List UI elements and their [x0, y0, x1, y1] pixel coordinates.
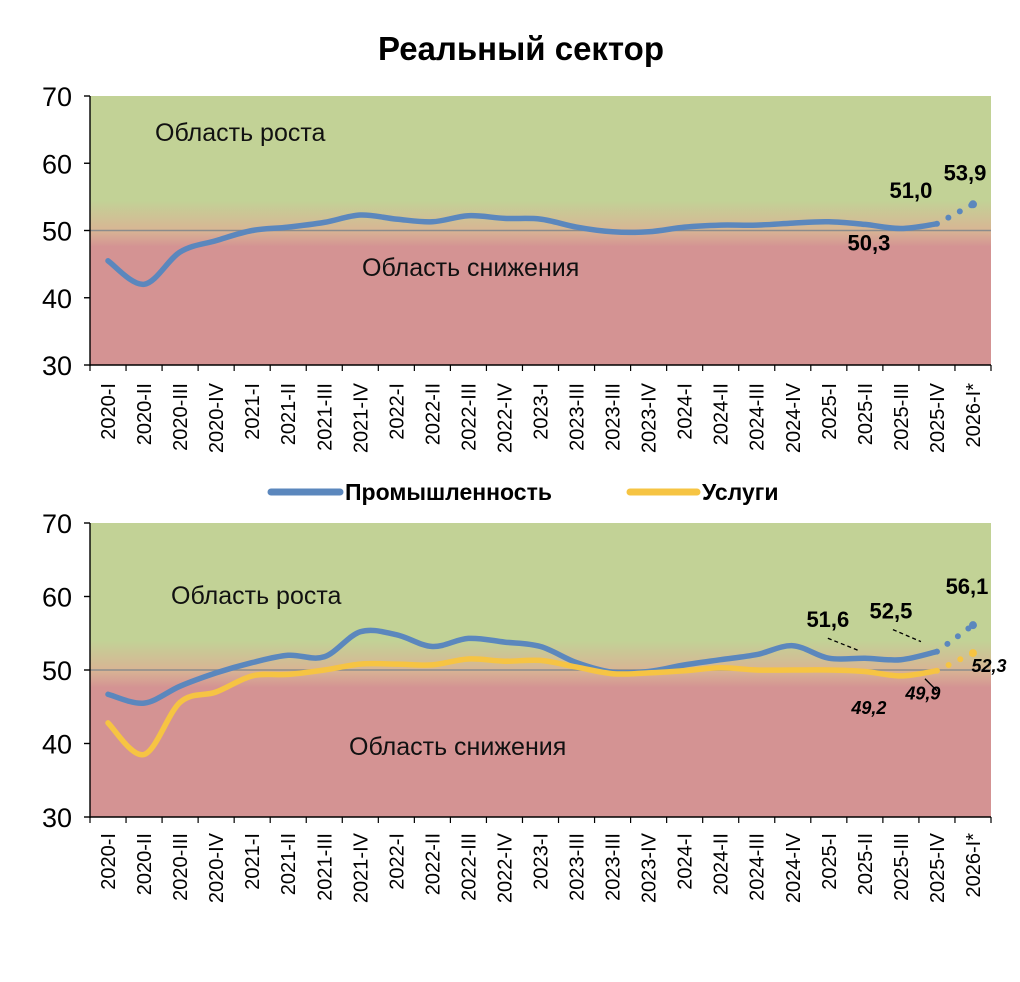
x-tick-label: 2025-IV	[927, 382, 949, 453]
y-tick-label: 60	[42, 149, 72, 179]
annotation-leader-line	[827, 637, 859, 651]
y-tick-label: 40	[42, 284, 72, 314]
x-tick-label: 2021-III	[314, 383, 336, 451]
decline-zone-label: Область снижения	[362, 254, 579, 282]
x-tick-label: 2022-IV	[494, 382, 516, 453]
y-tick-label: 70	[42, 509, 72, 539]
chart-title: Реальный сектор	[378, 30, 664, 67]
y-tick-label: 50	[42, 656, 72, 686]
x-tick-label: 2021-IV	[350, 832, 372, 903]
x-tick-label: 2023-I	[531, 833, 553, 890]
y-tick-label: 30	[42, 351, 72, 381]
x-tick-label: 2021-II	[278, 833, 300, 895]
industry-chart-panel: Область роста Область снижения 50,3 51,0 5…	[42, 82, 992, 453]
data-label: 51,0	[890, 178, 933, 203]
x-tick-label: 2023-III	[567, 833, 589, 901]
x-tick-label: 2024-I	[675, 833, 697, 890]
forecast-point	[968, 621, 977, 630]
x-tick-label: 2022-II	[422, 383, 444, 445]
x-tick-label: 2020-III	[170, 833, 192, 901]
y-tick-label: 30	[42, 803, 72, 833]
x-tick-label: 2020-IV	[206, 382, 228, 453]
x-tick-label: 2024-II	[711, 833, 733, 895]
data-label: 52,3	[971, 656, 1006, 676]
x-tick-label: 2023-IV	[639, 832, 661, 903]
y-tick-label: 50	[42, 217, 72, 247]
legend-label-industry: Промышленность	[345, 479, 552, 505]
x-tick-label: 2022-I	[386, 383, 408, 440]
x-tick-label: 2024-I	[675, 383, 697, 440]
x-tick-label: 2021-I	[242, 383, 264, 440]
x-tick-label: 2025-II	[855, 383, 877, 445]
x-tick-label: 2024-III	[747, 833, 769, 901]
data-label: 53,9	[944, 160, 987, 185]
x-tick-label: 2020-II	[134, 383, 156, 445]
forecast-point	[968, 200, 977, 209]
data-label: 51,6	[806, 607, 849, 632]
x-tick-label: 2023-IV	[639, 382, 661, 453]
x-tick-label: 2020-II	[134, 833, 156, 895]
x-tick-label: 2022-I	[386, 833, 408, 890]
x-tick-label: 2020-III	[170, 383, 192, 451]
x-tick-label: 2021-IV	[350, 382, 372, 453]
x-tick-label: 2024-II	[711, 383, 733, 445]
x-tick-label: 2023-III	[603, 833, 625, 901]
x-tick-label: 2026-I*	[963, 833, 985, 898]
series-line-industry	[105, 212, 940, 288]
x-tick-label: 2021-II	[278, 383, 300, 445]
legend-label-services: Услуги	[702, 479, 778, 505]
x-tick-label: 2025-IV	[927, 832, 949, 903]
data-label: 52,5	[870, 599, 913, 624]
x-tick-label: 2025-I	[819, 383, 841, 440]
x-tick-label: 2024-III	[747, 383, 769, 451]
data-label: 56,1	[946, 574, 989, 599]
x-tick-label: 2025-II	[855, 833, 877, 895]
x-tick-label: 2024-IV	[783, 382, 805, 453]
data-label: 49,2	[850, 698, 886, 718]
y-tick-label: 40	[42, 730, 72, 760]
forecast-point	[968, 649, 977, 658]
legend: Промышленность Услуги	[267, 479, 778, 505]
x-tick-label: 2023-III	[567, 383, 589, 451]
x-tick-label: 2022-IV	[494, 832, 516, 903]
growth-zone-label: Область роста	[171, 582, 342, 610]
x-tick-label: 2021-III	[314, 833, 336, 901]
series-line-industry	[105, 627, 940, 706]
x-tick-label: 2024-IV	[783, 832, 805, 903]
x-tick-label: 2021-I	[242, 833, 264, 890]
x-tick-label: 2025-III	[891, 833, 913, 901]
x-tick-label: 2026-I*	[963, 383, 985, 448]
x-tick-label: 2023-III	[603, 383, 625, 451]
x-tick-label: 2020-IV	[206, 832, 228, 903]
annotation-leader-line	[924, 678, 938, 692]
growth-zone-label: Область роста	[155, 119, 326, 147]
x-tick-label: 2022-III	[458, 383, 480, 451]
annotation-leader-line	[892, 629, 922, 643]
data-label: 50,3	[847, 230, 890, 255]
x-tick-label: 2020-I	[98, 833, 120, 890]
series-line-services	[105, 656, 940, 758]
decline-zone-label: Область снижения	[349, 733, 566, 761]
x-tick-label: 2022-II	[422, 833, 444, 895]
x-tick-label: 2020-I	[98, 383, 120, 440]
x-tick-label: 2023-I	[531, 383, 553, 440]
x-tick-label: 2022-III	[458, 833, 480, 901]
y-tick-label: 60	[42, 583, 72, 613]
series-forecast-industry	[933, 622, 976, 655]
y-tick-label: 70	[42, 82, 72, 112]
industry-services-chart-panel: Область роста Область снижения 51,6 52,5 5…	[42, 509, 1007, 903]
data-label: 49,9	[904, 684, 940, 704]
x-tick-label: 2025-III	[891, 383, 913, 451]
x-tick-label: 2025-I	[819, 833, 841, 890]
